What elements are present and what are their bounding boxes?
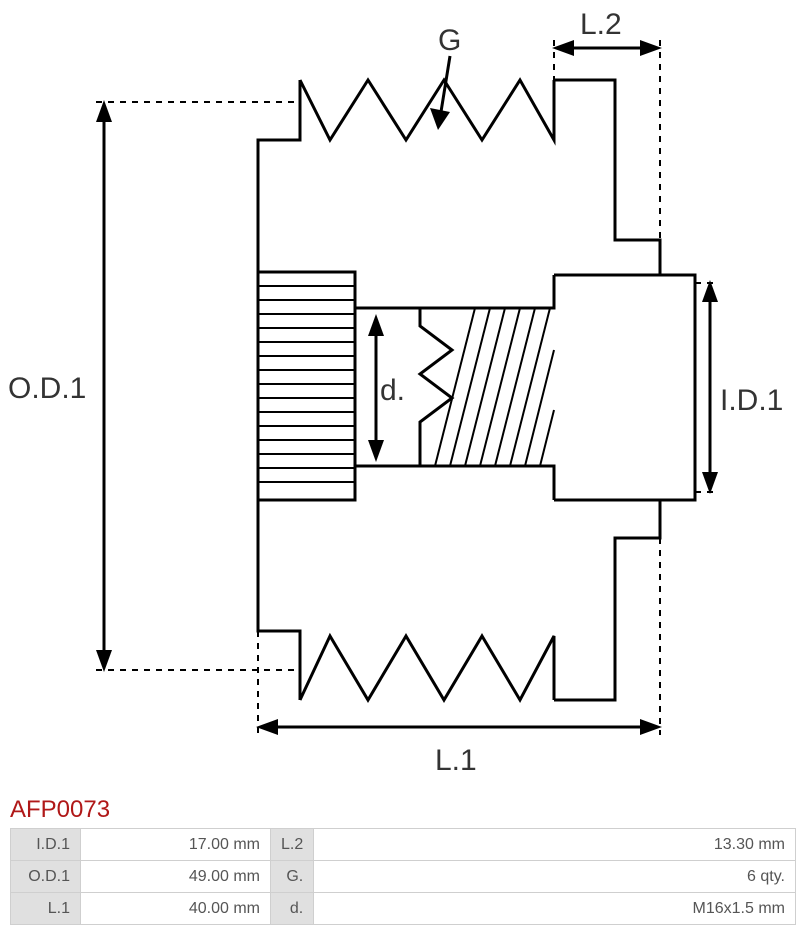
spec-value: 6 qty.	[314, 861, 796, 893]
part-number: AFP0073	[0, 790, 796, 828]
spec-key: L.2	[271, 829, 314, 861]
label-l1: L.1	[435, 744, 477, 777]
spec-value: 49.00 mm	[81, 861, 271, 893]
label-l2: L.2	[580, 8, 622, 41]
label-d: d.	[380, 374, 405, 407]
table-row: O.D.1 49.00 mm G. 6 qty.	[11, 861, 796, 893]
table-row: I.D.1 17.00 mm L.2 13.30 mm	[11, 829, 796, 861]
spec-key: L.1	[11, 893, 81, 925]
spec-value: 13.30 mm	[314, 829, 796, 861]
spec-table: I.D.1 17.00 mm L.2 13.30 mm O.D.1 49.00 …	[10, 828, 796, 925]
spec-key: d.	[271, 893, 314, 925]
spec-key: I.D.1	[11, 829, 81, 861]
label-g: G	[438, 24, 461, 57]
diagram-svg: O.D.1 I.D.1 d. L.1 L.2 G	[0, 0, 796, 790]
label-od1: O.D.1	[8, 372, 86, 405]
spec-key: G.	[271, 861, 314, 893]
technical-diagram: O.D.1 I.D.1 d. L.1 L.2 G	[0, 0, 796, 790]
spec-value: 40.00 mm	[81, 893, 271, 925]
spec-value: 17.00 mm	[81, 829, 271, 861]
spec-value: M16x1.5 mm	[314, 893, 796, 925]
label-id1: I.D.1	[720, 384, 783, 417]
table-row: L.1 40.00 mm d. M16x1.5 mm	[11, 893, 796, 925]
spec-key: O.D.1	[11, 861, 81, 893]
